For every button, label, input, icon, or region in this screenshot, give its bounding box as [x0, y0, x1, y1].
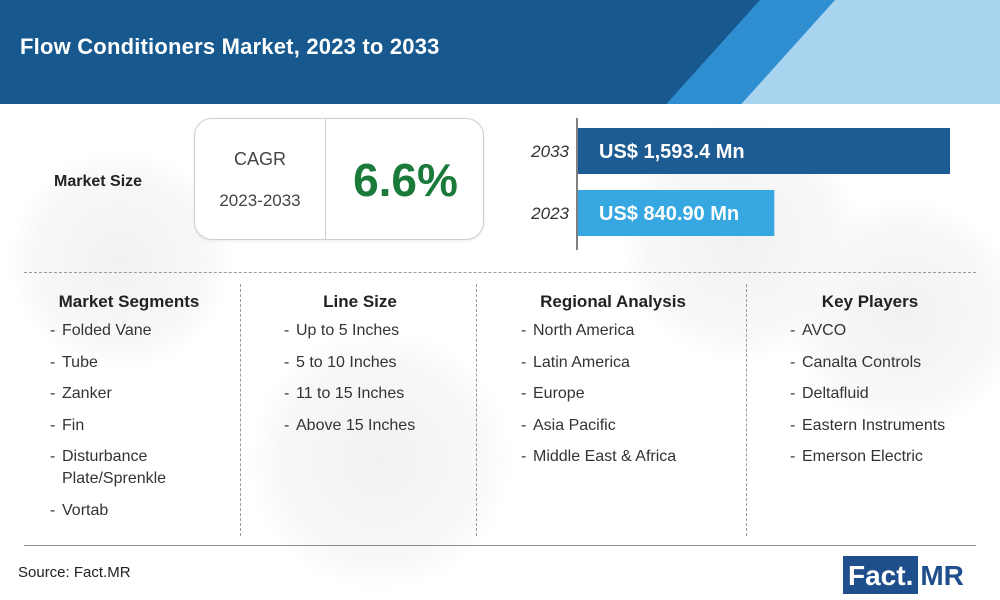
column-heading: Market Segments: [58, 292, 200, 311]
cagr-period: 2023-2033: [219, 191, 301, 210]
value-label-2023: US$ 840.90 Mn: [599, 203, 739, 225]
cagr-label: CAGR: [233, 149, 286, 169]
list-item: Latin America: [521, 352, 738, 374]
cagr-divider: [325, 119, 326, 239]
market-size-label: Market Size: [54, 173, 143, 190]
list-item: Deltafluid: [790, 383, 980, 405]
category-label-2023: 2023: [530, 204, 569, 223]
list-item: Emerson Electric: [790, 446, 980, 468]
category-label-2033: 2033: [530, 142, 569, 161]
list-item: 5 to 10 Inches: [284, 352, 470, 374]
cagr-box: CAGR 2023-2033 6.6%: [194, 118, 484, 240]
list-item: Middle East & Africa: [521, 446, 738, 468]
key-players-column: Key Players AVCO Canalta Controls Deltaf…: [760, 292, 980, 478]
list-item: Tube: [50, 352, 210, 374]
footer-divider: [24, 545, 976, 546]
column-heading: Key Players: [821, 292, 919, 311]
list-item: Zanker: [50, 383, 210, 405]
value-label-2033: US$ 1,593.4 Mn: [599, 141, 745, 163]
list-item: Vortab: [50, 500, 210, 522]
cagr-value: 6.6%: [353, 154, 458, 206]
factmr-logo: Fact. MR: [843, 556, 966, 594]
list-item: North America: [521, 320, 738, 342]
list-item: Asia Pacific: [521, 415, 738, 437]
market-segments-column: Market Segments Folded Vane Tube Zanker …: [24, 292, 234, 532]
list-item: Above 15 Inches: [284, 415, 470, 437]
list-item: Folded Vane: [50, 320, 210, 342]
list-item: 11 to 15 Inches: [284, 383, 470, 405]
column-heading: Line Size: [323, 292, 397, 311]
logo-mr: MR: [920, 560, 964, 591]
list-item: Canalta Controls: [790, 352, 980, 374]
column-divider: [476, 284, 477, 536]
header-banner: Flow Conditioners Market, 2023 to 2033: [0, 0, 1000, 104]
bar-2033: [578, 128, 950, 174]
source-text: Source: Fact.MR: [18, 564, 131, 581]
list-item: AVCO: [790, 320, 980, 342]
bar-2023: [578, 190, 775, 236]
regional-analysis-column: Regional Analysis North America Latin Am…: [488, 292, 738, 478]
section-divider: [24, 272, 976, 273]
page-title: Flow Conditioners Market, 2023 to 2033: [20, 34, 440, 59]
list-item: Disturbance Plate/Sprenkle: [50, 446, 210, 490]
list-item: Europe: [521, 383, 738, 405]
column-divider: [746, 284, 747, 536]
list-item: Eastern Instruments: [790, 415, 980, 437]
market-size-bar-chart: 2033 US$ 1,593.4 Mn 2023 US$ 840.90 Mn: [530, 118, 950, 250]
line-size-column: Line Size Up to 5 Inches 5 to 10 Inches …: [250, 292, 470, 446]
list-item: Up to 5 Inches: [284, 320, 470, 342]
column-divider: [240, 284, 241, 536]
list-item: Fin: [50, 415, 210, 437]
column-heading: Regional Analysis: [540, 292, 686, 311]
logo-fact: Fact.: [843, 556, 919, 594]
